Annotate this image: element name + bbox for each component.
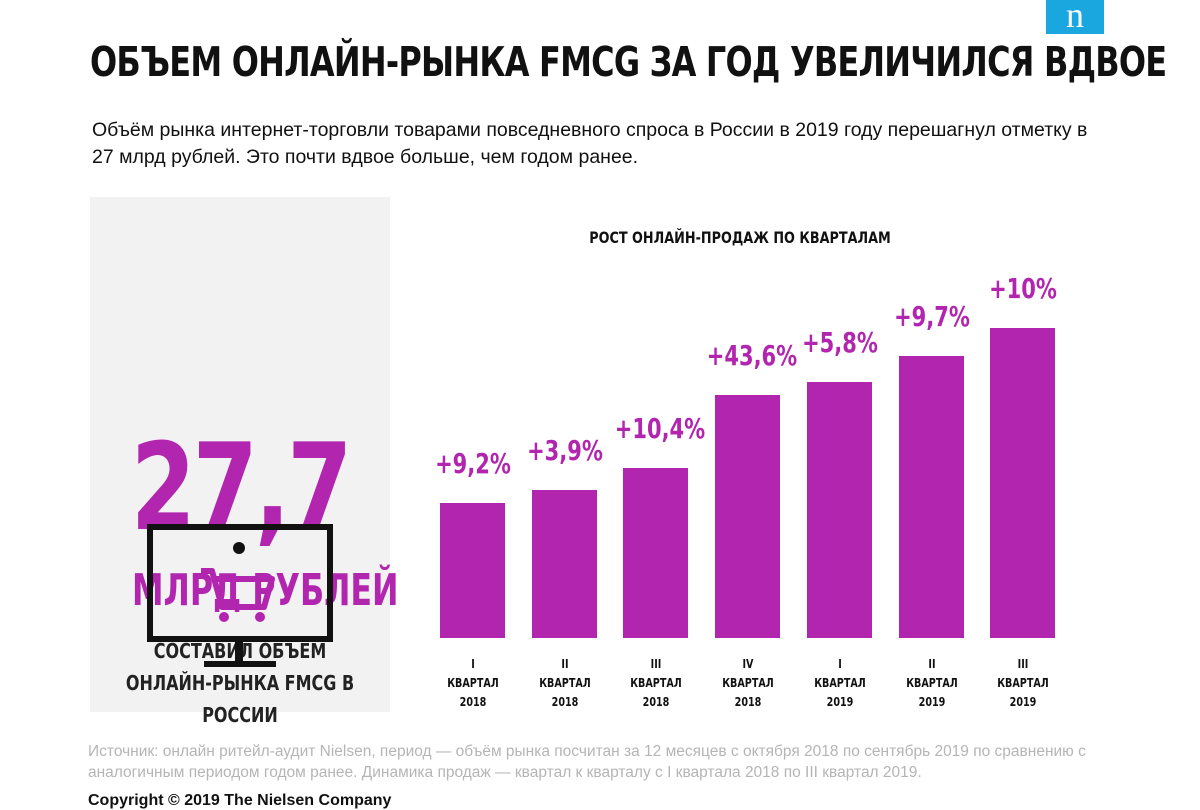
category-label: I КВАРТАЛ 2018 <box>433 655 513 712</box>
page-title: ОБЪЕМ ОНЛАЙН-РЫНКА FMCG ЗА ГОД УВЕЛИЧИЛС… <box>90 38 1167 86</box>
category-line: III <box>651 657 662 671</box>
category-line: 2019 <box>1009 695 1037 709</box>
bar <box>531 489 597 638</box>
category-line: КВАРТАЛ <box>813 676 866 690</box>
category-label: II КВАРТАЛ 2018 <box>525 655 605 712</box>
category-line: 2018 <box>459 695 487 709</box>
category-label: II КВАРТАЛ 2019 <box>892 655 972 712</box>
category-line: КВАРТАЛ <box>538 676 591 690</box>
category-line: III <box>1017 657 1029 671</box>
bar <box>623 467 689 638</box>
subtitle: Объём рынка интернет-торговли товарами п… <box>92 119 1088 168</box>
chart-title: РОСТ ОНЛАЙН-ПРОДАЖ ПО КВАРТАЛАМ <box>589 228 891 247</box>
bar <box>440 503 505 638</box>
bar <box>990 327 1056 638</box>
category-line: 2018 <box>643 695 670 709</box>
category-label: III КВАРТАЛ 2018 <box>616 655 696 712</box>
category-line: II <box>561 657 569 671</box>
nielsen-logo: n <box>1046 0 1104 34</box>
category-line: КВАРТАЛ <box>630 676 683 690</box>
category-line: II <box>927 657 936 671</box>
bar <box>898 355 964 638</box>
bar <box>806 381 872 638</box>
data-label: +5,8% <box>801 325 878 359</box>
category-line: I <box>838 657 842 671</box>
category-line: 2019 <box>918 695 945 709</box>
market-description: СОСТАВИЛ ОБЪЕМ ОНЛАЙН-РЫНКА FMCG В РОССИ… <box>125 639 355 727</box>
category-line: 2018 <box>551 695 579 709</box>
data-label: +9,2% <box>435 447 511 480</box>
data-label: +43,6% <box>706 339 798 372</box>
market-value: 27,7 <box>130 419 353 558</box>
logo-letter: n <box>1066 0 1084 35</box>
category-label: I КВАРТАЛ 2019 <box>800 655 880 712</box>
monitor-cart-icon <box>147 524 333 667</box>
category-line: КВАРТАЛ <box>447 676 499 690</box>
category-line: КВАРТАЛ <box>722 676 774 690</box>
data-label: +3,9% <box>526 433 603 467</box>
category-label: III КВАРТАЛ 2019 <box>983 655 1063 712</box>
data-label: +10% <box>989 271 1058 305</box>
source-note: Источник: онлайн ритейл-аудит Nielsen, п… <box>88 743 1086 781</box>
category-line: КВАРТАЛ <box>997 676 1049 690</box>
bar <box>715 395 781 638</box>
data-label: +9,7% <box>893 299 970 333</box>
summary-panel: 27,7 МЛРД РУБЛЕЙ СОСТАВИЛ ОБЪЕМ ОНЛАЙН-Р… <box>90 197 399 727</box>
category-line: IV <box>742 657 754 671</box>
category-label: IV КВАРТАЛ 2018 <box>708 655 788 712</box>
copyright: Copyright © 2019 The Nielsen Company <box>88 792 392 809</box>
category-line: 2018 <box>734 695 762 709</box>
category-line: КВАРТАЛ <box>905 676 958 690</box>
category-line: I <box>471 657 475 671</box>
data-label: +10,4% <box>615 411 706 445</box>
category-line: 2019 <box>826 695 854 709</box>
